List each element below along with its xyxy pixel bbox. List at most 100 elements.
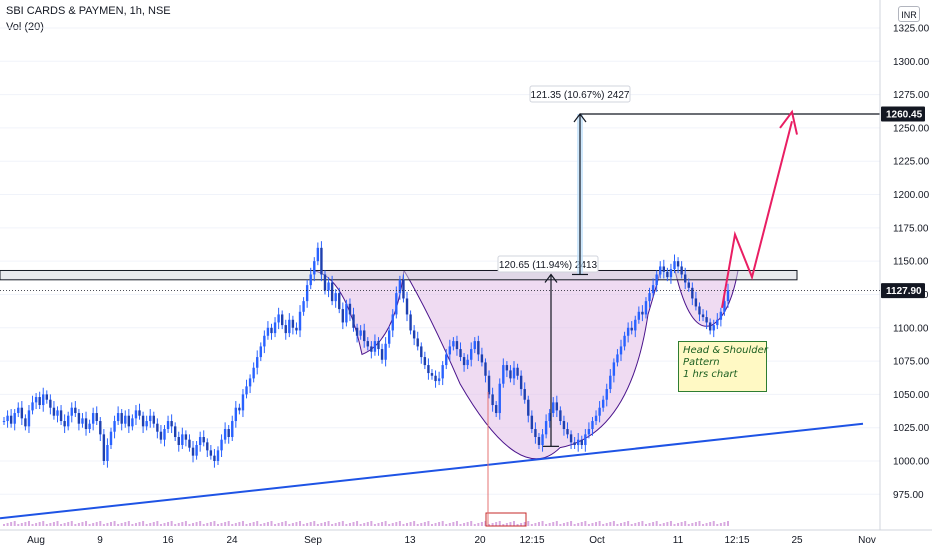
volume-bar (224, 522, 227, 526)
volume-bar (580, 522, 583, 526)
x-tick-label: 13 (404, 535, 416, 546)
volume-bar (495, 522, 498, 526)
candle-body (498, 383, 501, 414)
volume-bars (3, 392, 729, 527)
volume-bar (466, 522, 469, 526)
candle-body (716, 319, 719, 326)
candle-body (209, 450, 213, 456)
annotation-line-1: Head & Shoulder (683, 345, 768, 356)
candle-body (134, 410, 138, 419)
currency-badge[interactable]: INR (898, 6, 920, 22)
volume-bar (644, 524, 647, 526)
candle-body (159, 431, 163, 440)
candle-body (701, 314, 705, 318)
candle-body (363, 330, 366, 342)
volume-bar (427, 521, 430, 526)
volume-bar (74, 524, 77, 526)
candle-body (259, 346, 262, 358)
candle-body (634, 319, 637, 331)
candle-body (191, 447, 195, 456)
candle-body (412, 330, 416, 339)
symbol-title[interactable]: SBI CARDS & PAYMEN, 1h, NSE (6, 5, 171, 17)
y-tick-label: 1250.00 (893, 123, 930, 134)
y-tick-label: 1075.00 (893, 357, 930, 368)
candle-body (423, 357, 427, 366)
candle-body (88, 423, 91, 430)
y-tick-label: 1275.00 (893, 90, 930, 101)
candle-body (509, 370, 512, 379)
pattern-annotation[interactable]: Head & Shoulder Pattern 1 hrs chart (678, 341, 768, 392)
candle-body (626, 327, 630, 336)
volume-bar (245, 524, 248, 526)
volume-bar (320, 523, 323, 526)
volume-bar (438, 522, 441, 526)
candle-body (256, 357, 259, 368)
candle-body (541, 434, 544, 446)
volume-bar (192, 523, 195, 526)
volume-bar (227, 521, 230, 526)
volume-bar (323, 522, 326, 526)
volume-indicator-label[interactable]: Vol (20) (6, 21, 44, 33)
candle-body (512, 367, 516, 379)
volume-bar (177, 523, 180, 526)
candle-body (198, 437, 202, 446)
volume-bar (42, 521, 45, 526)
volume-bar (712, 521, 715, 526)
cup-and-handle-pattern (311, 269, 739, 460)
volume-bar (669, 521, 672, 526)
volume-bar (291, 523, 294, 526)
candle-body (445, 354, 448, 366)
candle-body (34, 397, 38, 403)
candle-body (487, 375, 491, 395)
candle-body (723, 301, 726, 312)
candle-body (291, 319, 295, 328)
candle-body (63, 421, 66, 427)
volume-bar (534, 523, 537, 526)
candle-body (84, 418, 88, 430)
candle-body (295, 327, 298, 331)
x-tick-label: 20 (474, 535, 486, 546)
volume-bar (430, 524, 433, 526)
x-tick-label: Oct (589, 535, 605, 546)
x-tick-label: 12:15 (519, 535, 544, 546)
candle-body (601, 399, 605, 408)
candle-body (452, 341, 455, 347)
volume-bar (67, 522, 70, 526)
candle-body (580, 439, 583, 446)
candle-body (241, 394, 245, 411)
volume-bar (630, 524, 633, 526)
resistance-band (0, 269, 798, 281)
volume-bar (138, 522, 141, 526)
volume-bar (152, 522, 155, 526)
candle-body (427, 365, 430, 374)
volume-bar (641, 521, 644, 526)
candle-body (484, 362, 487, 376)
candle-body (17, 407, 20, 414)
volume-bar (366, 522, 369, 526)
candle-body (266, 327, 270, 336)
y-tick-label: 1100.00 (893, 323, 929, 334)
last-price-label-bg (881, 283, 925, 299)
candle-body (220, 439, 223, 451)
volume-bar (402, 524, 405, 526)
volume-bar (13, 521, 16, 526)
candle-body (494, 405, 498, 414)
volume-bar (270, 521, 273, 526)
candle-body (170, 421, 173, 427)
volume-bar (145, 524, 148, 526)
volume-bar (423, 522, 426, 526)
volume-bar (559, 524, 562, 526)
candle-body (152, 415, 155, 424)
volume-bar (391, 523, 394, 526)
volume-bar (20, 523, 23, 526)
candle-body (462, 357, 466, 366)
volume-bar (448, 523, 451, 526)
volume-bar (327, 521, 330, 526)
volume-bar (120, 523, 123, 526)
candle-body (327, 282, 330, 291)
volume-bar (238, 522, 241, 526)
candle-body (623, 335, 626, 347)
volume-bar (652, 522, 655, 526)
volume-bar (216, 524, 219, 526)
